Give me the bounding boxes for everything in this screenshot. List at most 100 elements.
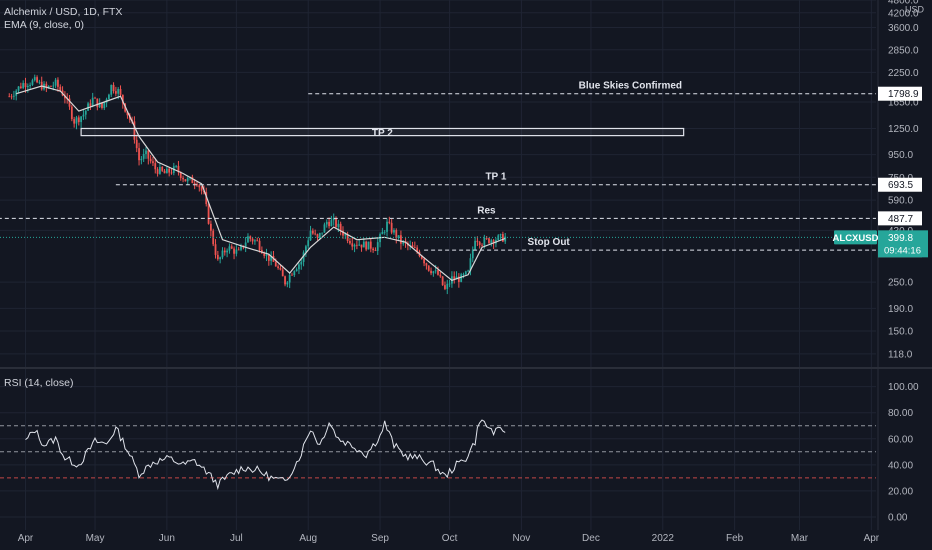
candle[interactable] bbox=[247, 233, 249, 243]
candle[interactable] bbox=[355, 240, 358, 250]
candle[interactable] bbox=[446, 279, 449, 295]
candle[interactable] bbox=[154, 158, 157, 174]
candle[interactable] bbox=[367, 241, 370, 250]
candle[interactable] bbox=[423, 257, 425, 267]
candle[interactable] bbox=[393, 228, 395, 235]
candle[interactable] bbox=[328, 217, 330, 229]
candle[interactable] bbox=[140, 156, 143, 165]
candle[interactable] bbox=[8, 93, 11, 98]
candle[interactable] bbox=[110, 84, 113, 98]
candle[interactable] bbox=[323, 222, 326, 233]
candle[interactable] bbox=[411, 241, 414, 248]
candle[interactable] bbox=[288, 271, 291, 289]
candle[interactable] bbox=[272, 250, 275, 262]
candle[interactable] bbox=[82, 109, 85, 120]
candle[interactable] bbox=[200, 185, 203, 195]
candle[interactable] bbox=[284, 275, 286, 287]
candle[interactable] bbox=[10, 93, 13, 100]
candle[interactable] bbox=[279, 264, 282, 271]
candle[interactable] bbox=[147, 150, 150, 165]
candle[interactable] bbox=[376, 238, 379, 255]
candle[interactable] bbox=[256, 237, 259, 242]
candle[interactable] bbox=[476, 236, 479, 247]
candle[interactable] bbox=[70, 104, 73, 122]
candle[interactable] bbox=[223, 247, 226, 256]
candle[interactable] bbox=[397, 235, 400, 240]
candle[interactable] bbox=[77, 115, 80, 126]
candle[interactable] bbox=[91, 92, 94, 108]
candle[interactable] bbox=[149, 155, 152, 164]
candle[interactable] bbox=[474, 236, 476, 251]
candle[interactable] bbox=[383, 230, 386, 235]
candle[interactable] bbox=[467, 269, 470, 272]
candle[interactable] bbox=[196, 181, 198, 187]
candle[interactable] bbox=[186, 175, 189, 185]
candle[interactable] bbox=[40, 76, 43, 91]
candle[interactable] bbox=[325, 219, 328, 228]
candle[interactable] bbox=[432, 270, 435, 277]
candle[interactable] bbox=[400, 230, 402, 250]
candle[interactable] bbox=[233, 246, 235, 260]
candle[interactable] bbox=[258, 238, 261, 253]
candle[interactable] bbox=[490, 238, 493, 247]
candle[interactable] bbox=[26, 83, 29, 93]
candle[interactable] bbox=[36, 75, 38, 84]
candle[interactable] bbox=[365, 240, 368, 252]
candle[interactable] bbox=[358, 239, 361, 246]
candle[interactable] bbox=[305, 244, 307, 257]
candle[interactable] bbox=[437, 266, 439, 276]
candle[interactable] bbox=[478, 240, 481, 249]
candle[interactable] bbox=[346, 231, 349, 244]
candle[interactable] bbox=[156, 167, 159, 177]
candle[interactable] bbox=[193, 178, 196, 190]
candle[interactable] bbox=[492, 238, 495, 250]
candle[interactable] bbox=[103, 102, 106, 111]
candle[interactable] bbox=[425, 262, 428, 270]
candle[interactable] bbox=[145, 146, 147, 159]
candle[interactable] bbox=[135, 134, 138, 153]
candle[interactable] bbox=[277, 264, 279, 270]
candle[interactable] bbox=[314, 229, 317, 236]
candle[interactable] bbox=[444, 281, 446, 291]
candle[interactable] bbox=[175, 164, 178, 169]
candle[interactable] bbox=[19, 82, 22, 89]
symbol-tag[interactable] bbox=[834, 230, 877, 245]
candle[interactable] bbox=[369, 238, 372, 253]
candle[interactable] bbox=[302, 250, 305, 267]
price-panel[interactable]: Blue Skies Confirmed TP 2 TP 1 Res Stop Out bbox=[0, 74, 876, 295]
candle[interactable] bbox=[360, 244, 363, 252]
candle[interactable] bbox=[291, 272, 293, 276]
candle[interactable] bbox=[455, 271, 458, 280]
candle[interactable] bbox=[353, 243, 356, 253]
candle[interactable] bbox=[29, 82, 32, 90]
candle[interactable] bbox=[462, 272, 465, 279]
rsi-panel[interactable] bbox=[0, 419, 876, 491]
candle[interactable] bbox=[321, 232, 324, 236]
candle[interactable] bbox=[31, 78, 34, 86]
tp-2-zone[interactable] bbox=[80, 127, 685, 137]
candle[interactable] bbox=[73, 116, 76, 128]
candle[interactable] bbox=[50, 85, 52, 87]
candle[interactable] bbox=[395, 228, 398, 244]
candle[interactable] bbox=[298, 262, 300, 275]
candle[interactable] bbox=[374, 247, 377, 252]
candle[interactable] bbox=[430, 267, 432, 276]
candle[interactable] bbox=[84, 110, 87, 120]
candle[interactable] bbox=[57, 77, 59, 92]
candle[interactable] bbox=[101, 102, 103, 110]
candle[interactable] bbox=[471, 246, 474, 263]
candle[interactable] bbox=[159, 163, 161, 175]
candle[interactable] bbox=[390, 219, 393, 235]
candle[interactable] bbox=[300, 259, 303, 270]
candle[interactable] bbox=[105, 97, 108, 108]
candle[interactable] bbox=[402, 240, 405, 246]
candle[interactable] bbox=[330, 215, 333, 227]
candle[interactable] bbox=[453, 271, 456, 284]
candle[interactable] bbox=[108, 93, 110, 100]
candle[interactable] bbox=[33, 74, 36, 82]
candle[interactable] bbox=[63, 91, 66, 104]
candle[interactable] bbox=[316, 233, 319, 241]
candle[interactable] bbox=[448, 279, 451, 288]
candle[interactable] bbox=[207, 202, 210, 225]
